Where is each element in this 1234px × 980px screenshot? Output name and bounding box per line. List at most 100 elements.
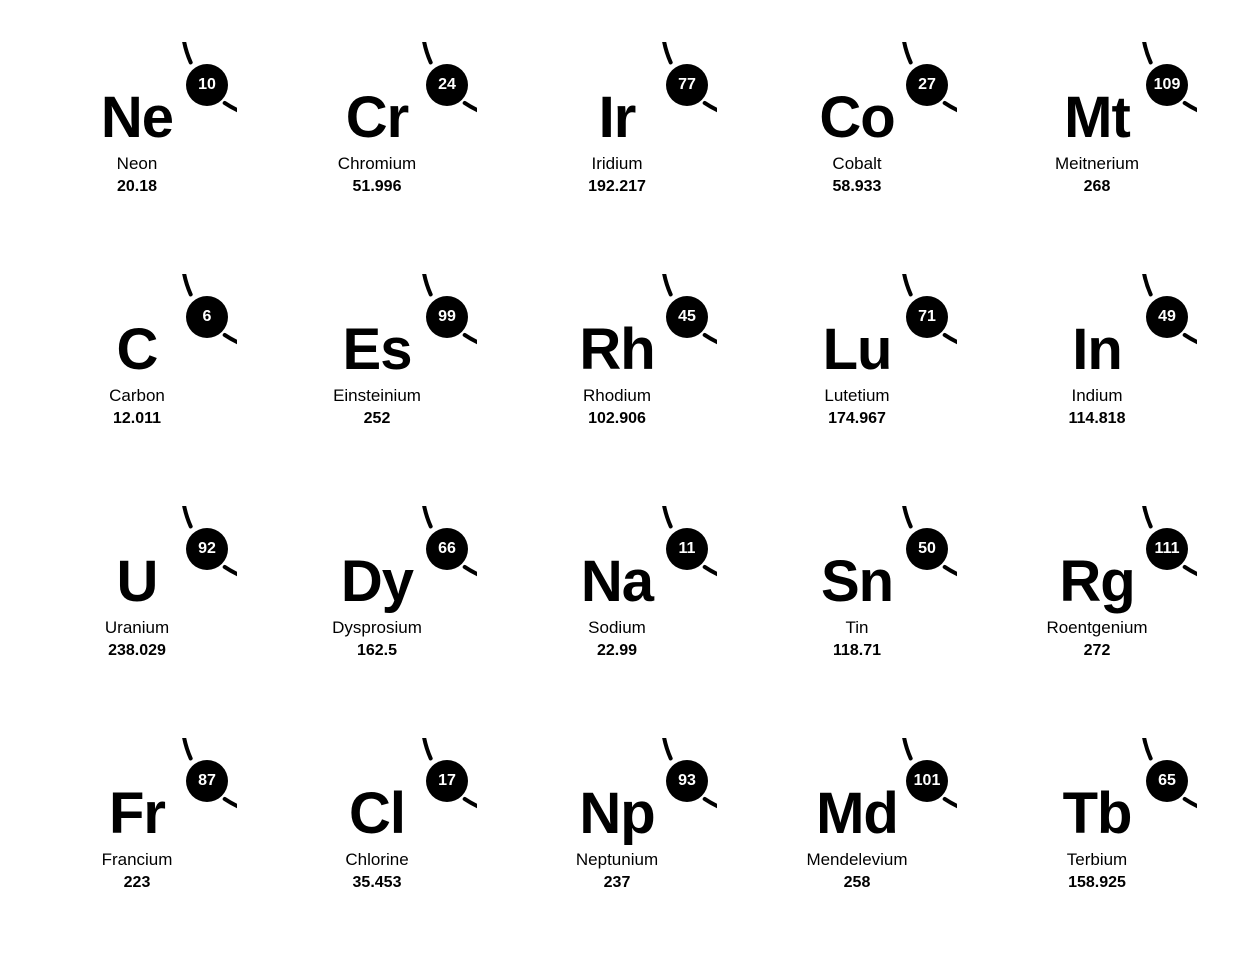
element-mass: 51.996 bbox=[353, 179, 402, 196]
element-content: Es Einsteinium 252 bbox=[333, 320, 421, 428]
element-mass: 238.029 bbox=[108, 643, 166, 660]
atomic-number-badge: 87 bbox=[186, 760, 228, 802]
element-symbol: Tb bbox=[1063, 784, 1132, 845]
element-content: Rg Roentgenium 272 bbox=[1046, 552, 1147, 660]
element-symbol: Ne bbox=[101, 88, 173, 149]
element-content: Cl Chlorine 35.453 bbox=[345, 784, 408, 892]
element-content: LuLutetium174.967 bbox=[823, 320, 892, 428]
element-mass: 20.18 bbox=[117, 179, 157, 196]
element-symbol: U bbox=[117, 552, 158, 613]
element-name: Sodium bbox=[588, 619, 646, 637]
element-symbol: Dy bbox=[341, 552, 413, 613]
element-content: Md Mendelevium 258 bbox=[806, 784, 907, 892]
element-card: 109MtMeitnerium268 bbox=[997, 42, 1197, 242]
element-symbol: Rh bbox=[579, 320, 654, 381]
atomic-number-badge: 66 bbox=[426, 528, 468, 570]
element-symbol: Fr bbox=[109, 784, 165, 845]
element-mass: 102.906 bbox=[588, 411, 646, 428]
atomic-number-badge: 99 bbox=[426, 296, 468, 338]
element-name: Dysprosium bbox=[332, 619, 422, 637]
element-content: MtMeitnerium268 bbox=[1055, 88, 1139, 196]
element-name: Francium bbox=[102, 851, 173, 869]
element-card: 111RgRoentgenium272 bbox=[997, 506, 1197, 706]
element-card: 11NaSodium22.99 bbox=[517, 506, 717, 706]
element-symbol: Rg bbox=[1059, 552, 1134, 613]
element-content: IrIridium192.217 bbox=[588, 88, 646, 196]
element-card: 45 Rh Rhodium 102.906 bbox=[517, 274, 717, 474]
element-content: Na Sodium 22.99 bbox=[581, 552, 653, 660]
element-card: 10 Ne Neon 20.18 bbox=[37, 42, 237, 242]
element-content: C Carbon 12.011 bbox=[109, 320, 165, 428]
element-mass: 35.453 bbox=[353, 875, 402, 892]
element-card: 50SnTin118.71 bbox=[757, 506, 957, 706]
element-mass: 22.99 bbox=[597, 643, 637, 660]
element-card: 87 Fr Francium 223 bbox=[37, 738, 237, 938]
element-mass: 174.967 bbox=[828, 411, 886, 428]
atomic-number-badge: 109 bbox=[1146, 64, 1188, 106]
atomic-number-badge: 17 bbox=[426, 760, 468, 802]
element-card: 93NpNeptunium237 bbox=[517, 738, 717, 938]
element-mass: 258 bbox=[844, 875, 871, 892]
element-name: Terbium bbox=[1067, 851, 1127, 869]
element-card: 71LuLutetium174.967 bbox=[757, 274, 957, 474]
element-card: 24CrChromium51.996 bbox=[277, 42, 477, 242]
element-content: Rh Rhodium 102.906 bbox=[579, 320, 654, 428]
element-symbol: Md bbox=[816, 784, 898, 845]
element-name: Rhodium bbox=[583, 387, 651, 405]
atomic-number-badge: 50 bbox=[906, 528, 948, 570]
element-content: U Uranium 238.029 bbox=[105, 552, 169, 660]
element-card: 65 Tb Terbium 158.925 bbox=[997, 738, 1197, 938]
atomic-number-badge: 45 bbox=[666, 296, 708, 338]
element-mass: 192.217 bbox=[588, 179, 646, 196]
element-symbol: Na bbox=[581, 552, 653, 613]
element-card: 66 Dy Dysprosium 162.5 bbox=[277, 506, 477, 706]
element-content: Tb Terbium 158.925 bbox=[1063, 784, 1132, 892]
element-content: Dy Dysprosium 162.5 bbox=[332, 552, 422, 660]
element-name: Tin bbox=[846, 619, 869, 637]
atomic-number-badge: 10 bbox=[186, 64, 228, 106]
atomic-number-badge: 6 bbox=[186, 296, 228, 338]
atomic-number-badge: 65 bbox=[1146, 760, 1188, 802]
element-name: Chromium bbox=[338, 155, 416, 173]
element-grid: 10NeNeon20.1824CrChromium51.99677IrIridi… bbox=[0, 12, 1234, 968]
element-name: Neon bbox=[117, 155, 158, 173]
element-mass: 268 bbox=[1084, 179, 1111, 196]
element-mass: 118.71 bbox=[833, 643, 881, 660]
element-name: Chlorine bbox=[345, 851, 408, 869]
element-card: 101Md Mendelevium 258 bbox=[757, 738, 957, 938]
element-mass: 223 bbox=[124, 875, 151, 892]
element-card: 99 Es Einsteinium 252 bbox=[277, 274, 477, 474]
element-name: Einsteinium bbox=[333, 387, 421, 405]
element-symbol: Mt bbox=[1064, 88, 1130, 149]
element-symbol: Np bbox=[579, 784, 654, 845]
element-name: Carbon bbox=[109, 387, 165, 405]
element-name: Uranium bbox=[105, 619, 169, 637]
element-mass: 12.011 bbox=[113, 411, 161, 428]
element-symbol: C bbox=[117, 320, 158, 381]
element-content: InIndium114.818 bbox=[1069, 320, 1126, 428]
element-symbol: Es bbox=[343, 320, 412, 381]
element-card: 27CoCobalt58.933 bbox=[757, 42, 957, 242]
element-symbol: Co bbox=[819, 88, 894, 149]
atomic-number-badge: 24 bbox=[426, 64, 468, 106]
element-name: Cobalt bbox=[832, 155, 881, 173]
atomic-number-badge: 49 bbox=[1146, 296, 1188, 338]
atomic-number-badge: 92 bbox=[186, 528, 228, 570]
element-name: Roentgenium bbox=[1046, 619, 1147, 637]
element-mass: 158.925 bbox=[1068, 875, 1126, 892]
element-mass: 162.5 bbox=[357, 643, 397, 660]
element-mass: 252 bbox=[364, 411, 391, 428]
element-symbol: In bbox=[1072, 320, 1122, 381]
element-card: 49 InIndium114.818 bbox=[997, 274, 1197, 474]
element-name: Mendelevium bbox=[806, 851, 907, 869]
element-content: SnTin118.71 bbox=[821, 552, 893, 660]
atomic-number-badge: 93 bbox=[666, 760, 708, 802]
element-content: CoCobalt58.933 bbox=[819, 88, 894, 196]
atomic-number-badge: 27 bbox=[906, 64, 948, 106]
element-symbol: Lu bbox=[823, 320, 892, 381]
element-mass: 237 bbox=[604, 875, 631, 892]
element-mass: 114.818 bbox=[1069, 411, 1126, 428]
element-symbol: Cl bbox=[349, 784, 405, 845]
element-mass: 272 bbox=[1084, 643, 1111, 660]
atomic-number-badge: 101 bbox=[906, 760, 948, 802]
